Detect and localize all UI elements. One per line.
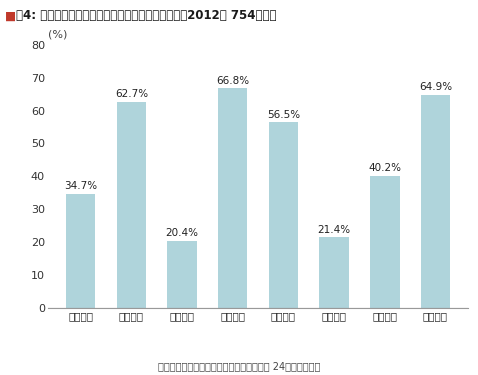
Bar [319,237,349,308]
Bar [269,122,298,308]
Text: 20.4%: 20.4% [165,228,198,238]
Text: 62.7%: 62.7% [115,90,148,99]
Text: (%): (%) [48,30,67,40]
Text: 66.8%: 66.8% [216,76,250,86]
Text: 56.5%: 56.5% [267,110,300,120]
Bar [66,194,96,308]
Bar [218,88,248,308]
Text: 回復期リハビリテーション病棟協会　平成 24年度実態調査: 回復期リハビリテーション病棟協会 平成 24年度実態調査 [158,361,320,371]
Bar [421,94,450,308]
Text: 64.9%: 64.9% [419,82,452,92]
Text: ■: ■ [5,9,16,22]
Text: 図4: 回復期リハ病棟を有する病院の併設サービス（2012年 754病院）: 図4: 回復期リハ病棟を有する病院の併設サービス（2012年 754病院） [16,9,276,22]
Text: 21.4%: 21.4% [317,225,351,235]
Text: 34.7%: 34.7% [64,182,98,191]
Bar [167,241,197,308]
Bar [370,176,400,308]
Bar [117,102,146,308]
Text: 40.2%: 40.2% [369,163,402,173]
